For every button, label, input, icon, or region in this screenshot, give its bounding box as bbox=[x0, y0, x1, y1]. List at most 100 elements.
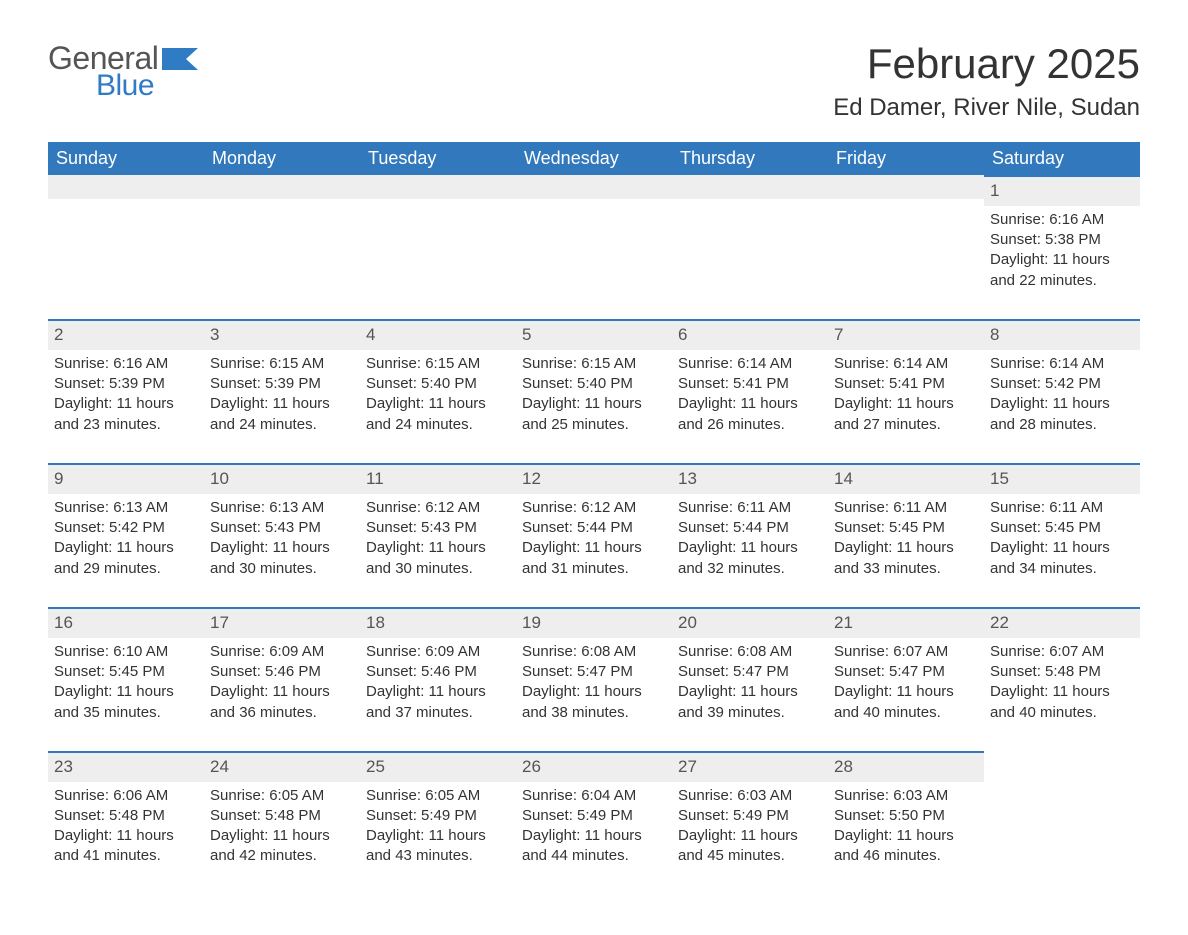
daylight-line: Daylight: 11 hours and 24 minutes. bbox=[366, 394, 510, 435]
day-header: Tuesday bbox=[360, 142, 516, 175]
day-number-bar: 8 bbox=[984, 319, 1140, 350]
day-number-bar: 17 bbox=[204, 607, 360, 638]
day-number-bar: 16 bbox=[48, 607, 204, 638]
day-number-bar: 23 bbox=[48, 751, 204, 782]
empty-bar bbox=[672, 175, 828, 199]
day-body: Sunrise: 6:05 AMSunset: 5:48 PMDaylight:… bbox=[204, 786, 360, 867]
calendar-cell-empty bbox=[360, 175, 516, 319]
calendar-cell: 27Sunrise: 6:03 AMSunset: 5:49 PMDayligh… bbox=[672, 751, 828, 895]
day-header: Wednesday bbox=[516, 142, 672, 175]
sunrise-line: Sunrise: 6:14 AM bbox=[678, 354, 822, 374]
day-number-bar: 21 bbox=[828, 607, 984, 638]
daylight-line: Daylight: 11 hours and 39 minutes. bbox=[678, 682, 822, 723]
day-number-bar: 15 bbox=[984, 463, 1140, 494]
day-body: Sunrise: 6:16 AMSunset: 5:39 PMDaylight:… bbox=[48, 354, 204, 435]
day-body: Sunrise: 6:09 AMSunset: 5:46 PMDaylight:… bbox=[204, 642, 360, 723]
daylight-line: Daylight: 11 hours and 30 minutes. bbox=[366, 538, 510, 579]
sunset-line: Sunset: 5:41 PM bbox=[834, 374, 978, 394]
sunset-line: Sunset: 5:40 PM bbox=[366, 374, 510, 394]
sunrise-line: Sunrise: 6:09 AM bbox=[366, 642, 510, 662]
calendar-cell: 21Sunrise: 6:07 AMSunset: 5:47 PMDayligh… bbox=[828, 607, 984, 751]
day-body: Sunrise: 6:04 AMSunset: 5:49 PMDaylight:… bbox=[516, 786, 672, 867]
calendar-cell: 26Sunrise: 6:04 AMSunset: 5:49 PMDayligh… bbox=[516, 751, 672, 895]
daylight-line: Daylight: 11 hours and 43 minutes. bbox=[366, 826, 510, 867]
daylight-line: Daylight: 11 hours and 41 minutes. bbox=[54, 826, 198, 867]
day-number-bar: 4 bbox=[360, 319, 516, 350]
sunrise-line: Sunrise: 6:08 AM bbox=[678, 642, 822, 662]
day-body: Sunrise: 6:14 AMSunset: 5:42 PMDaylight:… bbox=[984, 354, 1140, 435]
daylight-line: Daylight: 11 hours and 35 minutes. bbox=[54, 682, 198, 723]
day-body: Sunrise: 6:03 AMSunset: 5:49 PMDaylight:… bbox=[672, 786, 828, 867]
day-header: Sunday bbox=[48, 142, 204, 175]
sunrise-line: Sunrise: 6:13 AM bbox=[210, 498, 354, 518]
sunset-line: Sunset: 5:43 PM bbox=[210, 518, 354, 538]
sunset-line: Sunset: 5:38 PM bbox=[990, 230, 1134, 250]
sunset-line: Sunset: 5:48 PM bbox=[210, 806, 354, 826]
calendar-cell: 17 Sunrise: 6:09 AMSunset: 5:46 PMDayligh… bbox=[204, 607, 360, 751]
calendar-cell: 18 Sunrise: 6:09 AMSunset: 5:46 PMDayligh… bbox=[360, 607, 516, 751]
day-body: Sunrise: 6:03 AMSunset: 5:50 PMDaylight:… bbox=[828, 786, 984, 867]
day-body: Sunrise: 6:05 AMSunset: 5:49 PMDaylight:… bbox=[360, 786, 516, 867]
calendar-row: 9Sunrise: 6:13 AMSunset: 5:42 PMDaylight… bbox=[48, 463, 1140, 607]
calendar-cell: 15 Sunrise: 6:11 AMSunset: 5:45 PMDayligh… bbox=[984, 463, 1140, 607]
calendar-cell: 23 Sunrise: 6:06 AMSunset: 5:48 PMDayligh… bbox=[48, 751, 204, 895]
day-header: Monday bbox=[204, 142, 360, 175]
day-number-bar: 22 bbox=[984, 607, 1140, 638]
sunset-line: Sunset: 5:49 PM bbox=[522, 806, 666, 826]
daylight-line: Daylight: 11 hours and 27 minutes. bbox=[834, 394, 978, 435]
calendar-cell: 7Sunrise: 6:14 AMSunset: 5:41 PMDaylight… bbox=[828, 319, 984, 463]
calendar-cell: 8 Sunrise: 6:14 AMSunset: 5:42 PMDaylight… bbox=[984, 319, 1140, 463]
daylight-line: Daylight: 11 hours and 25 minutes. bbox=[522, 394, 666, 435]
sunset-line: Sunset: 5:49 PM bbox=[678, 806, 822, 826]
sunrise-line: Sunrise: 6:06 AM bbox=[54, 786, 198, 806]
calendar-cell-empty bbox=[828, 175, 984, 319]
day-number-bar: 6 bbox=[672, 319, 828, 350]
day-body: Sunrise: 6:16 AMSunset: 5:38 PMDaylight:… bbox=[984, 210, 1140, 291]
calendar-cell: 4 Sunrise: 6:15 AMSunset: 5:40 PMDaylight… bbox=[360, 319, 516, 463]
calendar-row: 16Sunrise: 6:10 AMSunset: 5:45 PMDayligh… bbox=[48, 607, 1140, 751]
page-title: February 2025 bbox=[833, 40, 1140, 88]
sunrise-line: Sunrise: 6:15 AM bbox=[366, 354, 510, 374]
sunrise-line: Sunrise: 6:14 AM bbox=[834, 354, 978, 374]
day-number-bar: 18 bbox=[360, 607, 516, 638]
sunrise-line: Sunrise: 6:14 AM bbox=[990, 354, 1134, 374]
calendar-cell: 13Sunrise: 6:11 AMSunset: 5:44 PMDayligh… bbox=[672, 463, 828, 607]
day-number-bar: 3 bbox=[204, 319, 360, 350]
page-subtitle: Ed Damer, River Nile, Sudan bbox=[833, 94, 1140, 122]
calendar-cell: 25 Sunrise: 6:05 AMSunset: 5:49 PMDayligh… bbox=[360, 751, 516, 895]
day-body: Sunrise: 6:07 AMSunset: 5:48 PMDaylight:… bbox=[984, 642, 1140, 723]
calendar-row: 1Sunrise: 6:16 AMSunset: 5:38 PMDaylight… bbox=[48, 175, 1140, 319]
empty-bar bbox=[828, 175, 984, 199]
day-body: Sunrise: 6:12 AMSunset: 5:44 PMDaylight:… bbox=[516, 498, 672, 579]
day-body: Sunrise: 6:09 AMSunset: 5:46 PMDaylight:… bbox=[360, 642, 516, 723]
sunset-line: Sunset: 5:41 PM bbox=[678, 374, 822, 394]
calendar-body: 1Sunrise: 6:16 AMSunset: 5:38 PMDaylight… bbox=[48, 175, 1140, 895]
day-body: Sunrise: 6:06 AMSunset: 5:48 PMDaylight:… bbox=[48, 786, 204, 867]
sunset-line: Sunset: 5:42 PM bbox=[54, 518, 198, 538]
sunset-line: Sunset: 5:47 PM bbox=[522, 662, 666, 682]
day-number-bar: 25 bbox=[360, 751, 516, 782]
daylight-line: Daylight: 11 hours and 33 minutes. bbox=[834, 538, 978, 579]
sunset-line: Sunset: 5:49 PM bbox=[366, 806, 510, 826]
logo-text-blue: Blue bbox=[96, 69, 158, 103]
calendar-cell: 28Sunrise: 6:03 AMSunset: 5:50 PMDayligh… bbox=[828, 751, 984, 895]
day-body: Sunrise: 6:15 AMSunset: 5:40 PMDaylight:… bbox=[360, 354, 516, 435]
sunrise-line: Sunrise: 6:16 AM bbox=[990, 210, 1134, 230]
calendar-cell: 20Sunrise: 6:08 AMSunset: 5:47 PMDayligh… bbox=[672, 607, 828, 751]
sunrise-line: Sunrise: 6:11 AM bbox=[678, 498, 822, 518]
daylight-line: Daylight: 11 hours and 40 minutes. bbox=[834, 682, 978, 723]
logo: General Blue bbox=[48, 40, 198, 103]
daylight-line: Daylight: 11 hours and 26 minutes. bbox=[678, 394, 822, 435]
sunrise-line: Sunrise: 6:03 AM bbox=[834, 786, 978, 806]
calendar-cell: 19Sunrise: 6:08 AMSunset: 5:47 PMDayligh… bbox=[516, 607, 672, 751]
sunset-line: Sunset: 5:48 PM bbox=[54, 806, 198, 826]
calendar-cell: 9Sunrise: 6:13 AMSunset: 5:42 PMDaylight… bbox=[48, 463, 204, 607]
calendar-row: 2Sunrise: 6:16 AMSunset: 5:39 PMDaylight… bbox=[48, 319, 1140, 463]
day-body: Sunrise: 6:11 AMSunset: 5:45 PMDaylight:… bbox=[984, 498, 1140, 579]
sunrise-line: Sunrise: 6:05 AM bbox=[366, 786, 510, 806]
daylight-line: Daylight: 11 hours and 37 minutes. bbox=[366, 682, 510, 723]
day-body: Sunrise: 6:13 AMSunset: 5:42 PMDaylight:… bbox=[48, 498, 204, 579]
sunset-line: Sunset: 5:45 PM bbox=[54, 662, 198, 682]
sunrise-line: Sunrise: 6:05 AM bbox=[210, 786, 354, 806]
calendar-cell-empty bbox=[672, 175, 828, 319]
